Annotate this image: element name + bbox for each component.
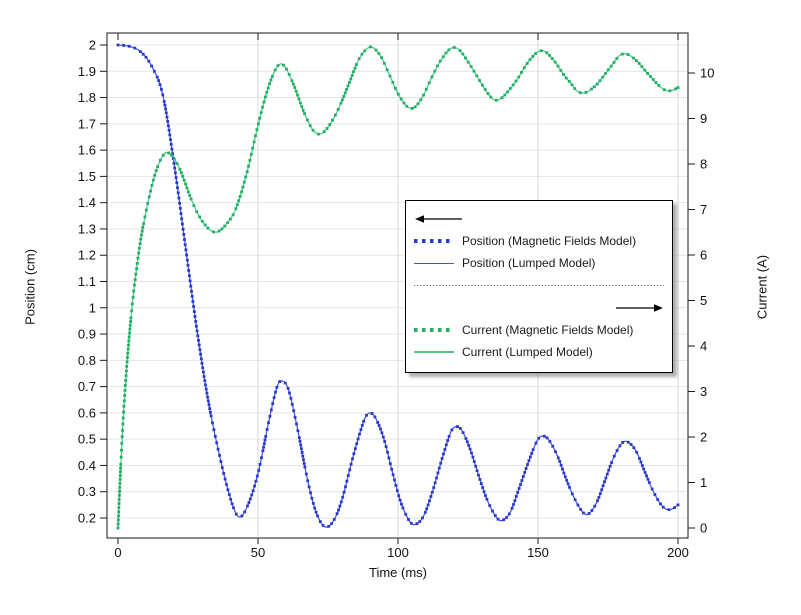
right-y-axis-title: Current (A) xyxy=(754,254,770,320)
y-left-tick-label: 1.2 xyxy=(78,248,96,263)
right-axis-arrow-icon xyxy=(616,303,663,312)
x-tick-label: 200 xyxy=(667,545,689,560)
y-right-tick-label: 7 xyxy=(700,202,707,217)
legend-entry-separator-3 xyxy=(414,276,664,294)
arrow-right-wrap xyxy=(614,303,664,313)
x-axis-title: Time (ms) xyxy=(368,565,427,580)
legend-entry-line-2: Position (Lumped Model) xyxy=(414,254,664,272)
left-y-axis-title: Position (cm) xyxy=(22,249,38,325)
y-left-tick-label: 0.5 xyxy=(78,432,96,447)
y-left-tick-label: 1.1 xyxy=(78,274,96,289)
left-axis-arrow-icon xyxy=(415,215,462,223)
y-right-tick-label: 0 xyxy=(700,521,707,536)
y-left-tick-label: 1 xyxy=(89,300,96,315)
y-left-tick-label: 0.2 xyxy=(78,511,96,526)
axis-ticks xyxy=(100,33,695,544)
legend-label: Position (Magnetic Fields Model) xyxy=(462,234,637,249)
x-tick-label: 50 xyxy=(251,545,265,560)
legend-entry-line-6: Current (Lumped Model) xyxy=(414,343,664,361)
y-left-tick-label: 0.7 xyxy=(78,379,96,394)
legend-marker-line xyxy=(414,351,454,353)
y-left-tick-label: 0.8 xyxy=(78,353,96,368)
axis-tick-labels: 0 50 100 150 20021.91.81.71.61.51.41.31.21.1… xyxy=(78,38,715,561)
legend-box: Position (Magnetic Fields Model) Position… xyxy=(405,200,673,373)
legend-label: Position (Lumped Model) xyxy=(462,256,596,271)
y-left-tick-label: 0.3 xyxy=(78,484,96,499)
legend-marker-dotted xyxy=(414,239,454,243)
y-left-tick-label: 1.6 xyxy=(78,143,96,158)
legend-entry-arrow-left-0 xyxy=(414,210,664,228)
data-curves xyxy=(116,43,680,530)
y-left-tick-label: 1.7 xyxy=(78,116,96,131)
curve-position_cm-dots xyxy=(116,43,680,528)
x-tick-label: 0 xyxy=(114,545,121,560)
y-right-tick-label: 5 xyxy=(700,293,707,308)
legend-axis-separator xyxy=(414,284,664,286)
curve-current_A-dots xyxy=(116,45,680,530)
y-left-tick-label: 0.4 xyxy=(78,458,96,473)
y-right-tick-label: 1 xyxy=(700,475,707,490)
y-right-tick-label: 10 xyxy=(700,66,714,81)
y-left-tick-label: 1.9 xyxy=(78,64,96,79)
y-left-tick-label: 1.8 xyxy=(78,90,96,105)
legend-entry-dotted-5: Current (Magnetic Fields Model) xyxy=(414,321,664,339)
y-right-tick-label: 6 xyxy=(700,248,707,263)
y-left-tick-label: 1.5 xyxy=(78,169,96,184)
y-right-tick-label: 8 xyxy=(700,157,707,172)
x-tick-label: 100 xyxy=(387,545,409,560)
legend-marker-dotted xyxy=(414,328,454,332)
y-left-tick-label: 0.9 xyxy=(78,327,96,342)
y-left-tick-label: 1.3 xyxy=(78,221,96,236)
legend-entry-arrow-right-4 xyxy=(414,299,664,317)
y-right-tick-label: 2 xyxy=(700,430,707,445)
legend-label: Current (Magnetic Fields Model) xyxy=(462,322,634,337)
y-left-tick-label: 1.4 xyxy=(78,195,96,210)
legend-entry-dotted-1: Position (Magnetic Fields Model) xyxy=(414,232,664,250)
y-right-tick-label: 9 xyxy=(700,111,707,126)
legend-label: Current (Lumped Model) xyxy=(462,344,593,359)
x-tick-label: 150 xyxy=(527,545,549,560)
legend-marker-line xyxy=(414,262,454,265)
y-left-tick-label: 0.6 xyxy=(78,405,96,420)
y-right-tick-label: 4 xyxy=(700,339,707,354)
y-left-tick-label: 2 xyxy=(89,38,96,53)
y-right-tick-label: 3 xyxy=(700,384,707,399)
